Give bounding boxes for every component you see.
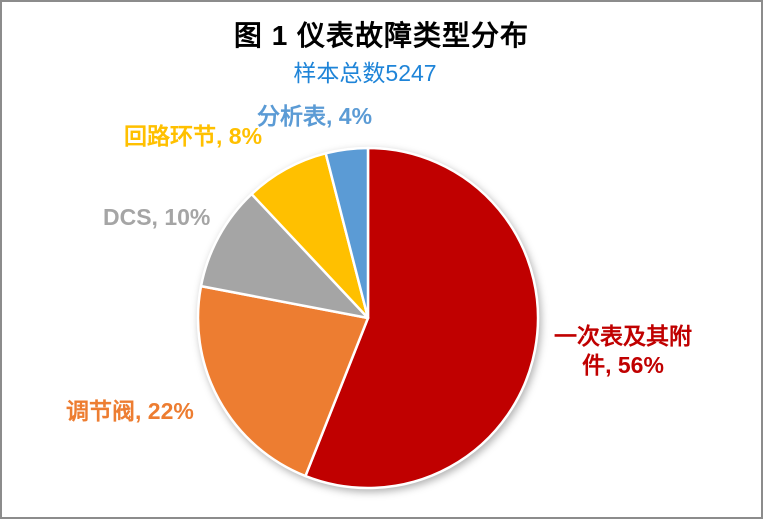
slice-label-dcs: DCS, 10% — [103, 204, 211, 230]
pie-slice-分析表 — [324, 146, 370, 320]
chart-subtitle: 样本总数5247 — [293, 60, 437, 86]
slice-label-analyzer: 分析表, 4% — [257, 103, 373, 129]
pie-slice-调节阀 — [196, 284, 370, 478]
slice-label-loop-link: 回路环节, 8% — [124, 123, 263, 149]
slice-label-primary-instrument: 一次表及其附件, 56% — [554, 323, 692, 378]
pie-slice-DCS — [199, 192, 370, 320]
chart-title: 图 1 仪表故障类型分布 — [233, 20, 530, 51]
slice-label-control-valve: 调节阀, 22% — [66, 398, 194, 424]
pie-chart — [196, 146, 540, 490]
pie-slice-一次表及其附件 — [304, 146, 540, 490]
